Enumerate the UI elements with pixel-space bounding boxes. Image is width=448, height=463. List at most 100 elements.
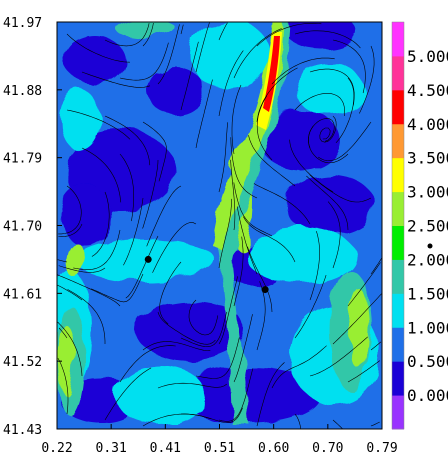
streamline [233, 314, 253, 383]
colorbar-swatch [392, 22, 404, 57]
streamline [256, 67, 298, 123]
streamline [57, 274, 121, 307]
streamline [123, 197, 144, 266]
streamline [195, 79, 213, 149]
streamline [253, 183, 311, 225]
streamline [347, 360, 380, 383]
streamline [157, 382, 227, 389]
colorbar-label: 0.500 [407, 352, 448, 371]
streamline [81, 147, 122, 203]
field-region [58, 325, 74, 395]
colorbar-label: 4.500 [407, 81, 448, 100]
field-region [190, 22, 270, 90]
field-region [60, 185, 110, 245]
streamline [332, 39, 366, 94]
streamline [81, 71, 151, 88]
streamline [104, 367, 152, 421]
field-blobs [57, 22, 380, 425]
streamline [91, 273, 144, 303]
field-region [245, 227, 355, 283]
streamline [157, 311, 216, 345]
field-region [295, 65, 365, 115]
field-region [180, 367, 320, 423]
x-tick-label: 0.51 [204, 441, 235, 456]
streamline [233, 236, 244, 307]
streamline [294, 413, 301, 429]
field-region [350, 290, 370, 370]
streamline [152, 222, 197, 273]
streamline [370, 341, 382, 351]
x-tick-label: 0.70 [312, 441, 343, 456]
streamline [119, 153, 134, 222]
plot-area [56, 21, 383, 430]
y-tick-label: 41.79 [3, 152, 42, 167]
streamline [142, 159, 159, 229]
colorbar-frame [391, 21, 405, 430]
streamline [256, 362, 285, 427]
streamline [66, 33, 130, 63]
streamline [195, 337, 240, 379]
streamline [271, 57, 335, 85]
colorbar-label: 2.500 [407, 217, 448, 236]
field-band-peak [263, 36, 280, 112]
y-axis-ticks: 41.97 41.88 41.79 41.70 41.61 41.52 41.43 [3, 16, 62, 438]
colorbar-label: 4.000 [407, 115, 448, 134]
streamline [218, 276, 238, 345]
streamline [91, 191, 110, 257]
streamline [294, 275, 327, 339]
streamline [256, 95, 273, 161]
streamline [57, 284, 83, 301]
streamline [319, 115, 337, 143]
streamline [271, 345, 327, 389]
streamline [309, 174, 372, 203]
streamline [146, 185, 182, 247]
streamlines [57, 22, 382, 429]
streamline [66, 109, 131, 140]
field-band-outer [217, 22, 290, 425]
streamline [218, 22, 228, 41]
streamline [294, 93, 345, 117]
streamline [58, 185, 82, 235]
streamline [233, 28, 282, 79]
field-region [60, 90, 100, 150]
streamline [57, 321, 83, 377]
x-tick-label: 0.31 [96, 441, 127, 456]
streamline [256, 23, 322, 47]
colorbar-label: 2.000 [407, 250, 448, 269]
station-marker [144, 255, 152, 263]
station-markers [144, 255, 269, 294]
streamline [370, 257, 382, 275]
colorbar-swatch [392, 157, 404, 193]
streamline [180, 24, 184, 35]
streamline [230, 159, 236, 231]
colorbar-swatch [392, 55, 404, 91]
streamline [180, 41, 199, 111]
streamline [247, 246, 273, 313]
streamline [236, 206, 258, 275]
colorbar-swatch [392, 259, 404, 294]
colorbar-swatch [392, 361, 404, 396]
colorbar-label: 5.000 [407, 47, 448, 66]
streamline [327, 201, 341, 269]
streamline [73, 229, 121, 270]
station-marker [261, 286, 269, 294]
streamline [142, 22, 154, 47]
colorbar-swatch [392, 225, 404, 260]
streamline [309, 68, 355, 106]
streamline [119, 345, 176, 383]
streamline [307, 125, 349, 164]
x-tick-label: 0.41 [150, 441, 181, 456]
streamline [309, 231, 320, 301]
streamline [57, 357, 69, 415]
field-region [65, 36, 125, 84]
streamline [180, 312, 227, 348]
field-region [135, 300, 245, 360]
streamline [332, 293, 382, 345]
streamline [231, 84, 242, 155]
colorbar-swatch [392, 123, 404, 159]
streamline [142, 341, 211, 351]
streamline [180, 407, 243, 424]
colorbar: 0.000 0.500 1.000 1.500 2.000 2.500 3.000 3.500… [391, 21, 448, 430]
streamline [195, 22, 210, 73]
